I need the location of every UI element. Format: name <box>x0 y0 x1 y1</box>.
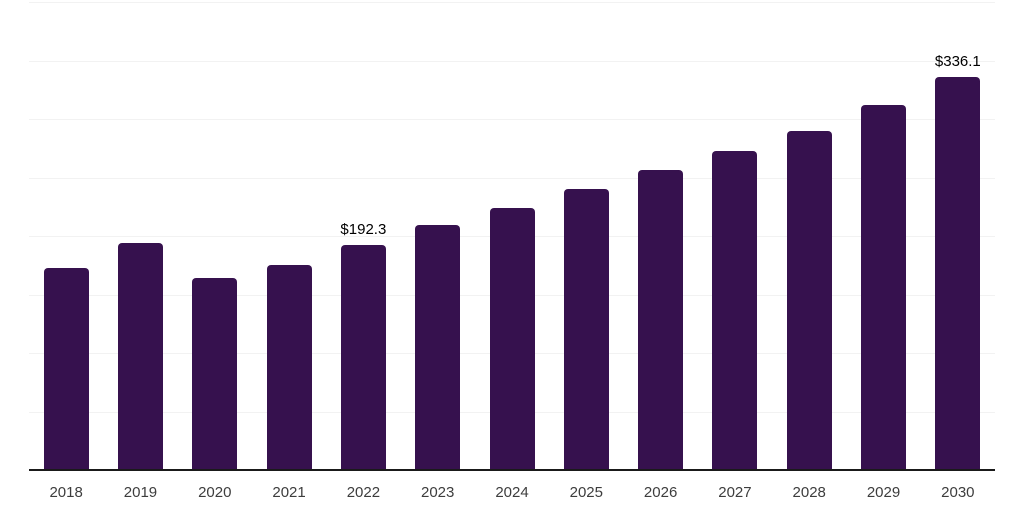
x-tick-label-2022: 2022 <box>346 484 381 501</box>
x-tick-label-2018: 2018 <box>49 484 83 501</box>
bar-2022 <box>340 245 386 470</box>
bar-2023 <box>415 225 461 470</box>
x-tick-label-2021: 2021 <box>272 484 306 501</box>
bar-2021 <box>266 265 312 470</box>
x-tick-label-2023: 2023 <box>421 484 455 501</box>
bar-2027 <box>712 150 758 470</box>
bar-2026 <box>638 169 684 470</box>
x-tick-label-2025: 2025 <box>569 484 603 501</box>
x-tick-label-2030: 2030 <box>941 484 975 501</box>
bar-2028 <box>786 130 832 470</box>
x-tick-label-2027: 2027 <box>718 484 752 501</box>
x-tick-label-2024: 2024 <box>495 484 529 501</box>
data-label-2030: $336.1 <box>934 52 981 70</box>
bar-2018 <box>43 267 89 470</box>
x-tick-label-2028: 2028 <box>792 484 826 501</box>
x-tick-label-2019: 2019 <box>123 484 158 501</box>
x-tick-label-2020: 2020 <box>198 484 232 501</box>
bar-2029 <box>861 104 907 470</box>
bar-2020 <box>192 278 238 470</box>
y-gridline <box>29 60 995 62</box>
y-gridline <box>29 177 995 179</box>
bar-2025 <box>563 189 609 470</box>
bar-2030 <box>935 76 981 470</box>
x-tick-label-2026: 2026 <box>643 484 678 501</box>
bar-2024 <box>489 207 535 470</box>
x-tick-label-2029: 2029 <box>866 484 901 501</box>
x-axis-line <box>29 469 995 471</box>
bar-2019 <box>117 242 163 470</box>
y-gridline <box>29 2 995 3</box>
y-gridline <box>29 119 995 120</box>
data-label-2022: $192.3 <box>340 221 387 238</box>
